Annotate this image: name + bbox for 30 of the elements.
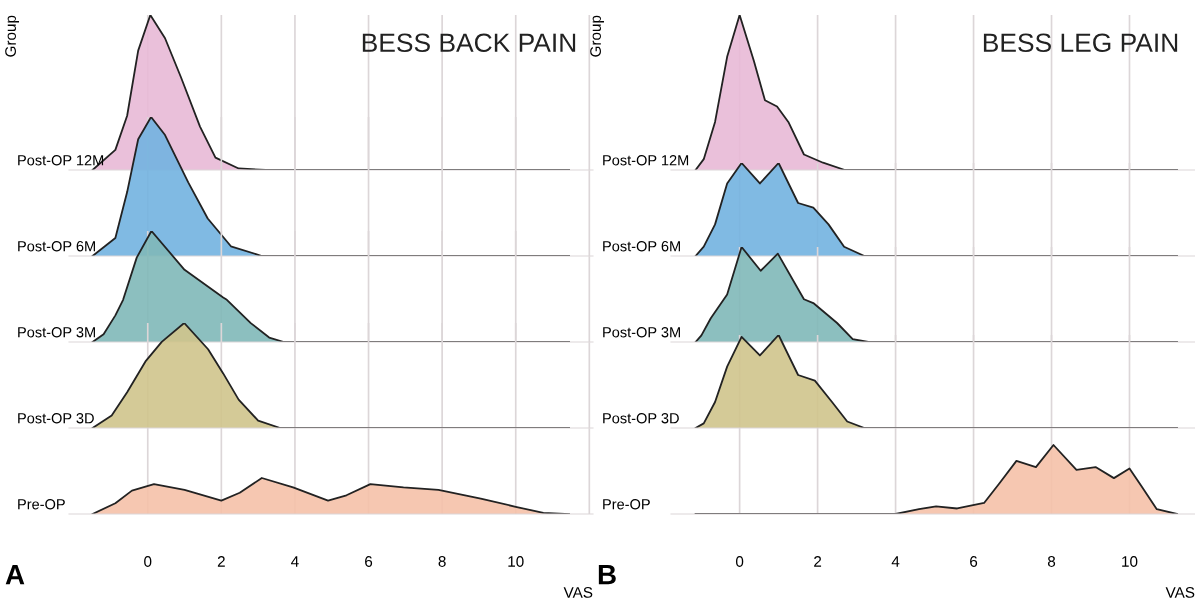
x-tick-label: 6 bbox=[970, 556, 978, 567]
text: B bbox=[598, 565, 616, 585]
text: BESS BACK PAIN bbox=[362, 33, 576, 53]
x-tick-label: 8 bbox=[438, 556, 446, 567]
x-tick-label: 4 bbox=[291, 556, 299, 567]
x-tick-label: 0 bbox=[735, 556, 744, 567]
text: Pre-OP bbox=[603, 499, 650, 510]
series-label: Post-OP 3M bbox=[18, 327, 95, 338]
y-axis-title: Group bbox=[5, 15, 19, 57]
x-tick-label: 2 bbox=[814, 556, 822, 567]
x-tick-label: 10 bbox=[508, 556, 524, 567]
y-axis-title: Group bbox=[590, 15, 604, 57]
x-axis-title: VAS bbox=[563, 586, 593, 598]
x-tick-label: 2 bbox=[217, 556, 225, 567]
text: A bbox=[5, 565, 25, 585]
x-tick-label: 4 bbox=[891, 556, 900, 567]
text: BESS LEG PAIN bbox=[983, 33, 1178, 53]
series-label: Pre-OP bbox=[18, 499, 65, 510]
x-axis-title: VAS bbox=[1165, 586, 1195, 598]
series-label: Post-OP 6M bbox=[18, 241, 95, 252]
x-tick-label: 0 bbox=[144, 556, 152, 567]
x-tick-label: 8 bbox=[1047, 556, 1056, 567]
series-label: Post-OP 3D bbox=[603, 413, 679, 424]
series-label: Post-OP 12M bbox=[18, 155, 104, 166]
series-label: Post-OP 6M bbox=[603, 241, 680, 252]
series-label: Post-OP 3D bbox=[18, 413, 94, 424]
series-label: Post-OP 12M bbox=[603, 155, 689, 166]
x-tick-label: 6 bbox=[365, 556, 373, 567]
x-tick-label: 10 bbox=[1122, 556, 1138, 567]
series-label: Post-OP 3M bbox=[603, 327, 680, 338]
